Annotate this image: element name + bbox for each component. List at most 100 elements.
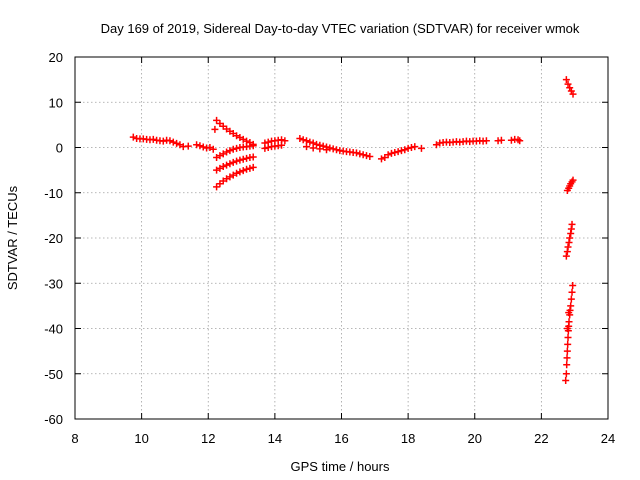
data-point [233, 169, 241, 177]
data-point [387, 149, 395, 157]
data-point [563, 325, 571, 332]
data-point [384, 151, 392, 159]
data-point [564, 80, 572, 88]
x-tick-label: 10 [134, 431, 148, 446]
data-point [249, 142, 257, 150]
data-point [565, 318, 573, 326]
data-point [329, 145, 337, 153]
x-tick-label: 18 [401, 431, 415, 446]
data-point [359, 151, 367, 159]
data-point [129, 133, 137, 141]
y-tick-label: -20 [44, 231, 63, 246]
y-tick-label: 20 [49, 50, 63, 65]
data-point [246, 164, 254, 172]
data-point [313, 140, 321, 148]
data-point [199, 143, 207, 151]
data-point [243, 154, 251, 162]
data-point [213, 116, 221, 124]
y-tick-label: -40 [44, 322, 63, 337]
data-point [233, 144, 241, 152]
x-tick-label: 22 [534, 431, 548, 446]
data-point [352, 149, 360, 157]
x-tick-label: 14 [268, 431, 282, 446]
data-point [303, 137, 311, 145]
y-tick-label: -30 [44, 276, 63, 291]
data-point [333, 146, 341, 154]
tick-labels: 8 10 12 14 16 18 20 22 24 -60 -50 -40 -30 -20 -10 0 10 20 [44, 50, 615, 446]
data-point [296, 134, 304, 142]
data-point [323, 146, 331, 154]
data-point [149, 135, 157, 143]
chart-title: Day 169 of 2019, Sidereal Day-to-day VTE… [101, 21, 580, 36]
x-tick-label: 16 [334, 431, 348, 446]
data-point [397, 147, 405, 155]
data-point [565, 309, 573, 317]
data-point [299, 136, 307, 144]
data-point [516, 137, 524, 145]
data-point [226, 160, 234, 168]
data-point [249, 163, 257, 171]
data-point [411, 143, 419, 151]
data-point [281, 137, 289, 145]
data-point [377, 155, 385, 163]
y-tick-label: 0 [56, 141, 63, 156]
data-point [569, 90, 577, 98]
data-point [159, 137, 167, 145]
data-point [568, 220, 576, 228]
data-point [563, 361, 571, 369]
x-tick-label: 24 [601, 431, 615, 446]
data-point [213, 183, 221, 191]
data-point [309, 144, 317, 152]
data-point [507, 136, 515, 144]
data-point [278, 141, 286, 149]
data-point [563, 347, 571, 355]
data-point [193, 141, 201, 149]
x-tick-label: 8 [71, 431, 78, 446]
data-point [366, 153, 374, 161]
data-point [567, 302, 575, 310]
data-point [229, 145, 237, 153]
x-axis-label: GPS time / hours [291, 459, 390, 474]
data-point [564, 340, 572, 348]
data-point [306, 138, 314, 146]
data-point [562, 370, 570, 378]
data-point [239, 167, 247, 175]
data-point [356, 150, 364, 158]
data-point [482, 137, 490, 145]
data-point [569, 176, 577, 184]
data-point [568, 288, 576, 296]
data-point [249, 153, 257, 161]
data-point [514, 136, 522, 144]
data-point [563, 354, 571, 362]
grid-lines [75, 57, 608, 419]
y-tick-label: 10 [49, 95, 63, 110]
data-point [417, 144, 425, 152]
data-point [562, 377, 570, 385]
data-point [316, 145, 324, 153]
data-point [233, 157, 241, 165]
data-point [394, 148, 402, 156]
data-point [303, 143, 311, 151]
data-point [236, 168, 244, 176]
data-point [226, 147, 234, 155]
data-point [261, 144, 269, 152]
data-point [497, 136, 505, 144]
y-tick-label: -60 [44, 412, 63, 427]
plot-frame [74, 56, 609, 420]
data-point [211, 125, 219, 133]
data-point [236, 156, 244, 164]
data-points [129, 76, 577, 385]
data-point [566, 234, 574, 242]
x-tick-label: 20 [468, 431, 482, 446]
data-point [407, 144, 415, 151]
data-point [229, 158, 237, 166]
y-tick-label: -50 [44, 367, 63, 382]
data-point [169, 138, 177, 146]
data-point [209, 145, 217, 153]
y-axis-label: SDTVAR / TECUs [5, 185, 20, 290]
data-point [564, 243, 572, 251]
data-point [264, 144, 272, 151]
data-point [223, 161, 231, 169]
data-point [404, 144, 412, 152]
data-point [219, 163, 227, 171]
